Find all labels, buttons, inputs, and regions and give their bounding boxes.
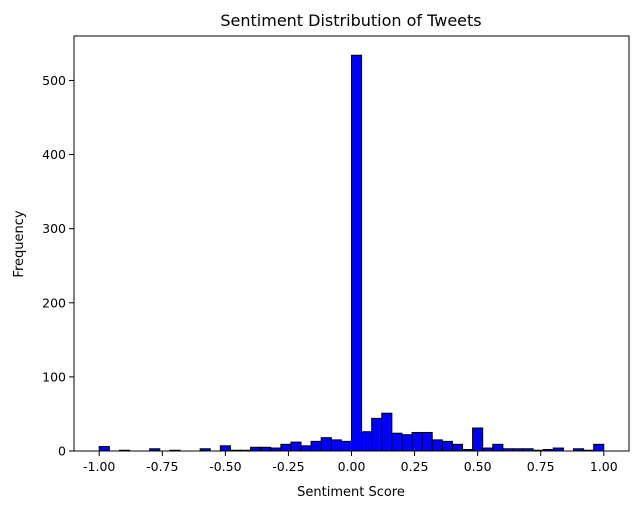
x-tick-label: -0.50: [209, 459, 241, 474]
histogram-bar: [492, 443, 504, 452]
y-tick-label: 100: [42, 369, 66, 384]
histogram-bar: [290, 441, 302, 452]
histogram-bar: [451, 443, 464, 452]
histogram-bar: [371, 417, 383, 452]
histogram-bar: [330, 439, 342, 452]
histogram-bar: [280, 443, 292, 452]
histogram-bar: [593, 443, 605, 452]
histogram-bar: [250, 446, 262, 452]
histogram-bar: [441, 440, 453, 452]
x-tick-label: 1.00: [590, 459, 618, 474]
histogram-bar: [472, 427, 484, 452]
x-tick-label: -1.00: [83, 459, 115, 474]
histogram-bar: [351, 54, 363, 452]
y-tick-label: 200: [42, 295, 66, 310]
y-axis: 0 100 200 300 400 500: [42, 73, 74, 459]
x-tick-label: 0.75: [527, 459, 555, 474]
x-tick-label: -0.25: [272, 459, 304, 474]
x-tick-label: 0.00: [338, 459, 366, 474]
histogram-bar: [310, 440, 322, 452]
x-tick-label: 0.25: [401, 459, 429, 474]
histogram-bar: [361, 431, 373, 452]
histogram-bar: [219, 445, 231, 452]
x-tick-label: 0.50: [464, 459, 492, 474]
x-axis-label: Sentiment Score: [297, 485, 405, 500]
y-axis-label: Frequency: [12, 210, 27, 277]
histogram-bar: [340, 440, 353, 452]
x-tick-label: -0.75: [146, 459, 178, 474]
histogram-bar: [381, 412, 393, 452]
y-tick-label: 300: [42, 221, 66, 236]
y-tick-label: 400: [42, 147, 66, 162]
histogram-bar: [300, 445, 312, 452]
histogram-bar: [391, 432, 403, 452]
histogram-bar: [320, 437, 332, 452]
histogram-bars: [98, 54, 605, 452]
histogram-bar: [421, 431, 433, 452]
histogram-bar: [98, 446, 110, 452]
histogram-bar: [260, 446, 272, 452]
x-axis: -1.00 -0.75 -0.50 -0.25 0.00 0.25 0.50 0.75 1.00: [83, 451, 618, 474]
histogram-bar: [401, 434, 413, 452]
histogram-bar: [411, 431, 423, 452]
chart-title: Sentiment Distribution of Tweets: [220, 11, 481, 30]
histogram-bar: [431, 439, 443, 452]
y-tick-label: 0: [58, 444, 66, 459]
y-tick-label: 500: [42, 73, 66, 88]
